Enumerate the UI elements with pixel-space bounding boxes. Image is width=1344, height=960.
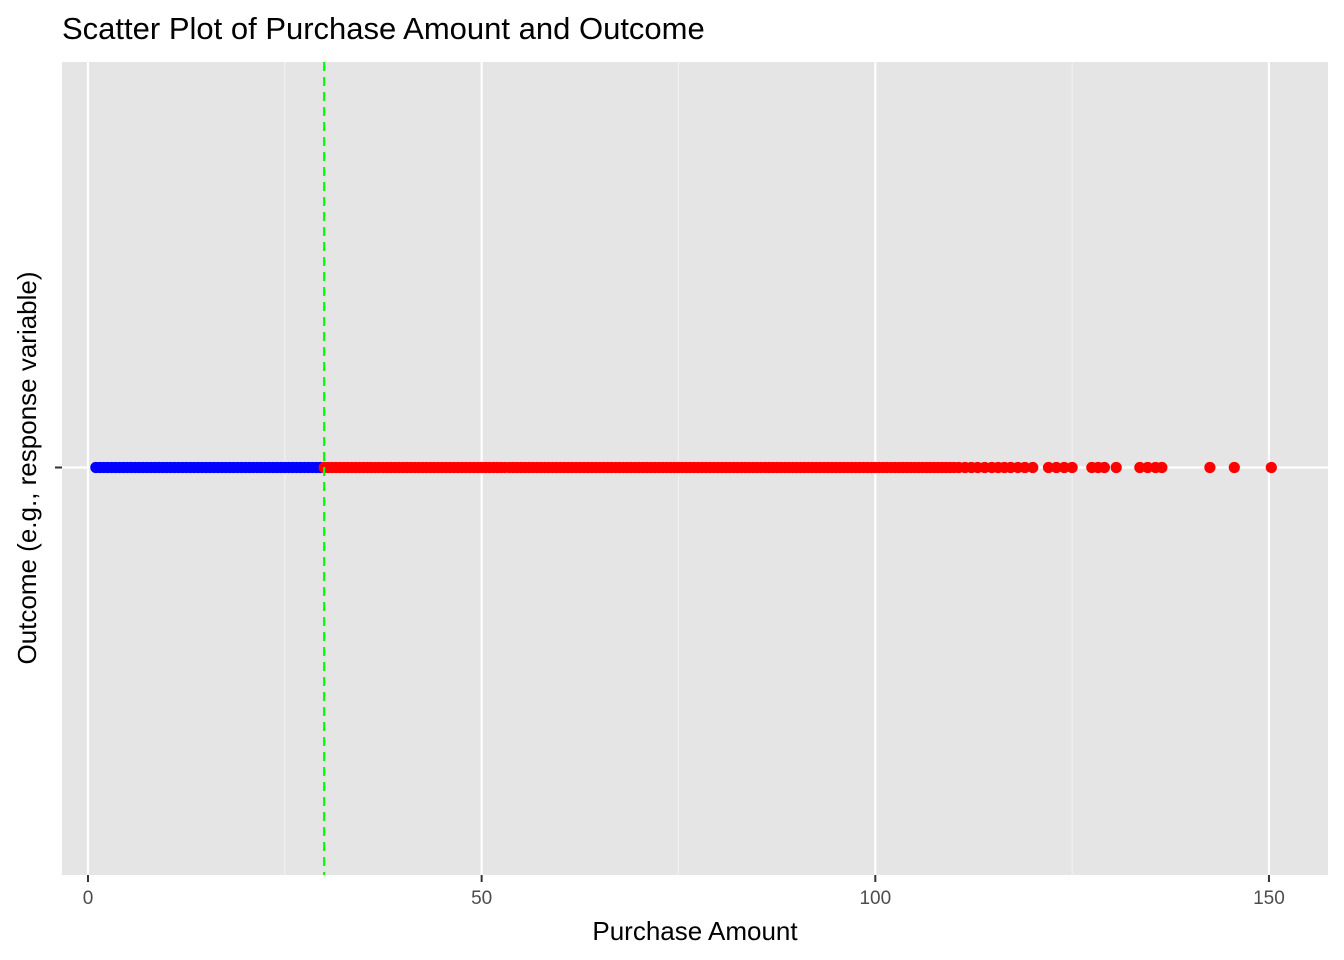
point-red [1019, 461, 1031, 474]
x-tick-label: 50 [471, 888, 492, 909]
point-red [1042, 461, 1055, 474]
point-red [1204, 461, 1216, 474]
point-red [1156, 461, 1168, 474]
point-red [1142, 461, 1154, 474]
point-red [1228, 461, 1240, 474]
x-tick-label: 100 [859, 888, 891, 909]
chart-title: Scatter Plot of Purchase Amount and Outc… [62, 11, 705, 46]
x-tick-label: 150 [1253, 888, 1285, 909]
point-red [1110, 461, 1122, 474]
point-red [1050, 461, 1062, 474]
point-red [1134, 461, 1146, 474]
data-points [90, 461, 1277, 474]
x-tick-labels: 0 50 100 150 [83, 888, 1285, 909]
point-red [1265, 461, 1277, 474]
point-red [1066, 461, 1078, 474]
axis-ticks [55, 466, 1270, 882]
point-red [1027, 461, 1039, 474]
x-tick-label: 0 [83, 888, 94, 909]
point-red [1058, 461, 1070, 474]
x-axis-title: Purchase Amount [592, 916, 798, 946]
y-axis-title: Outcome (e.g., response variable) [12, 271, 42, 664]
point-red [1098, 461, 1111, 474]
